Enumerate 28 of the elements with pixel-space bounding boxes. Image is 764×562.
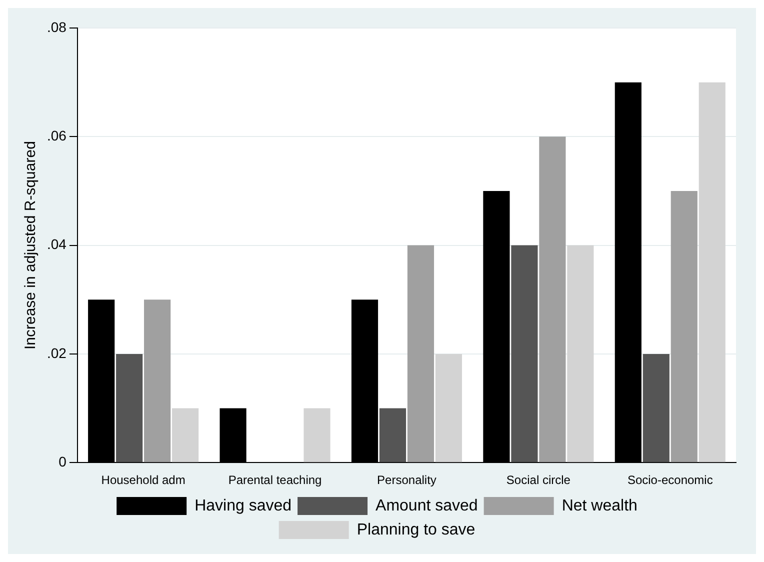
x-tick-label: Socio-economic [627,473,713,488]
x-tick-label: Household adm [101,473,186,488]
bar [670,190,698,462]
y-tick-label: .08 [46,18,67,35]
y-tick-label: .06 [46,128,67,144]
bar [435,354,462,462]
y-axis-title: Increase in adjusted R-squared [22,141,40,350]
y-tick-label: .02 [46,344,67,361]
bar [304,408,330,462]
bar [116,354,143,462]
x-tick-label: Personality [377,473,436,488]
bar [511,245,538,462]
legend-label: Planning to save [356,521,476,538]
legend-label: Having saved [194,497,292,514]
bar [379,408,406,462]
y-tick-label: .04 [46,236,67,252]
bar [172,408,199,462]
y-tick-label: 0 [58,453,67,470]
x-tick-label: Parental teaching [228,473,322,488]
bar [642,354,670,462]
bar [698,82,726,462]
x-tick-label: Social circle [506,473,571,488]
legend-label: Amount saved [376,497,478,514]
bar [144,300,171,462]
bar [407,245,434,462]
bar [567,245,594,462]
legend-label: Net wealth [562,497,638,514]
bar [539,136,566,462]
